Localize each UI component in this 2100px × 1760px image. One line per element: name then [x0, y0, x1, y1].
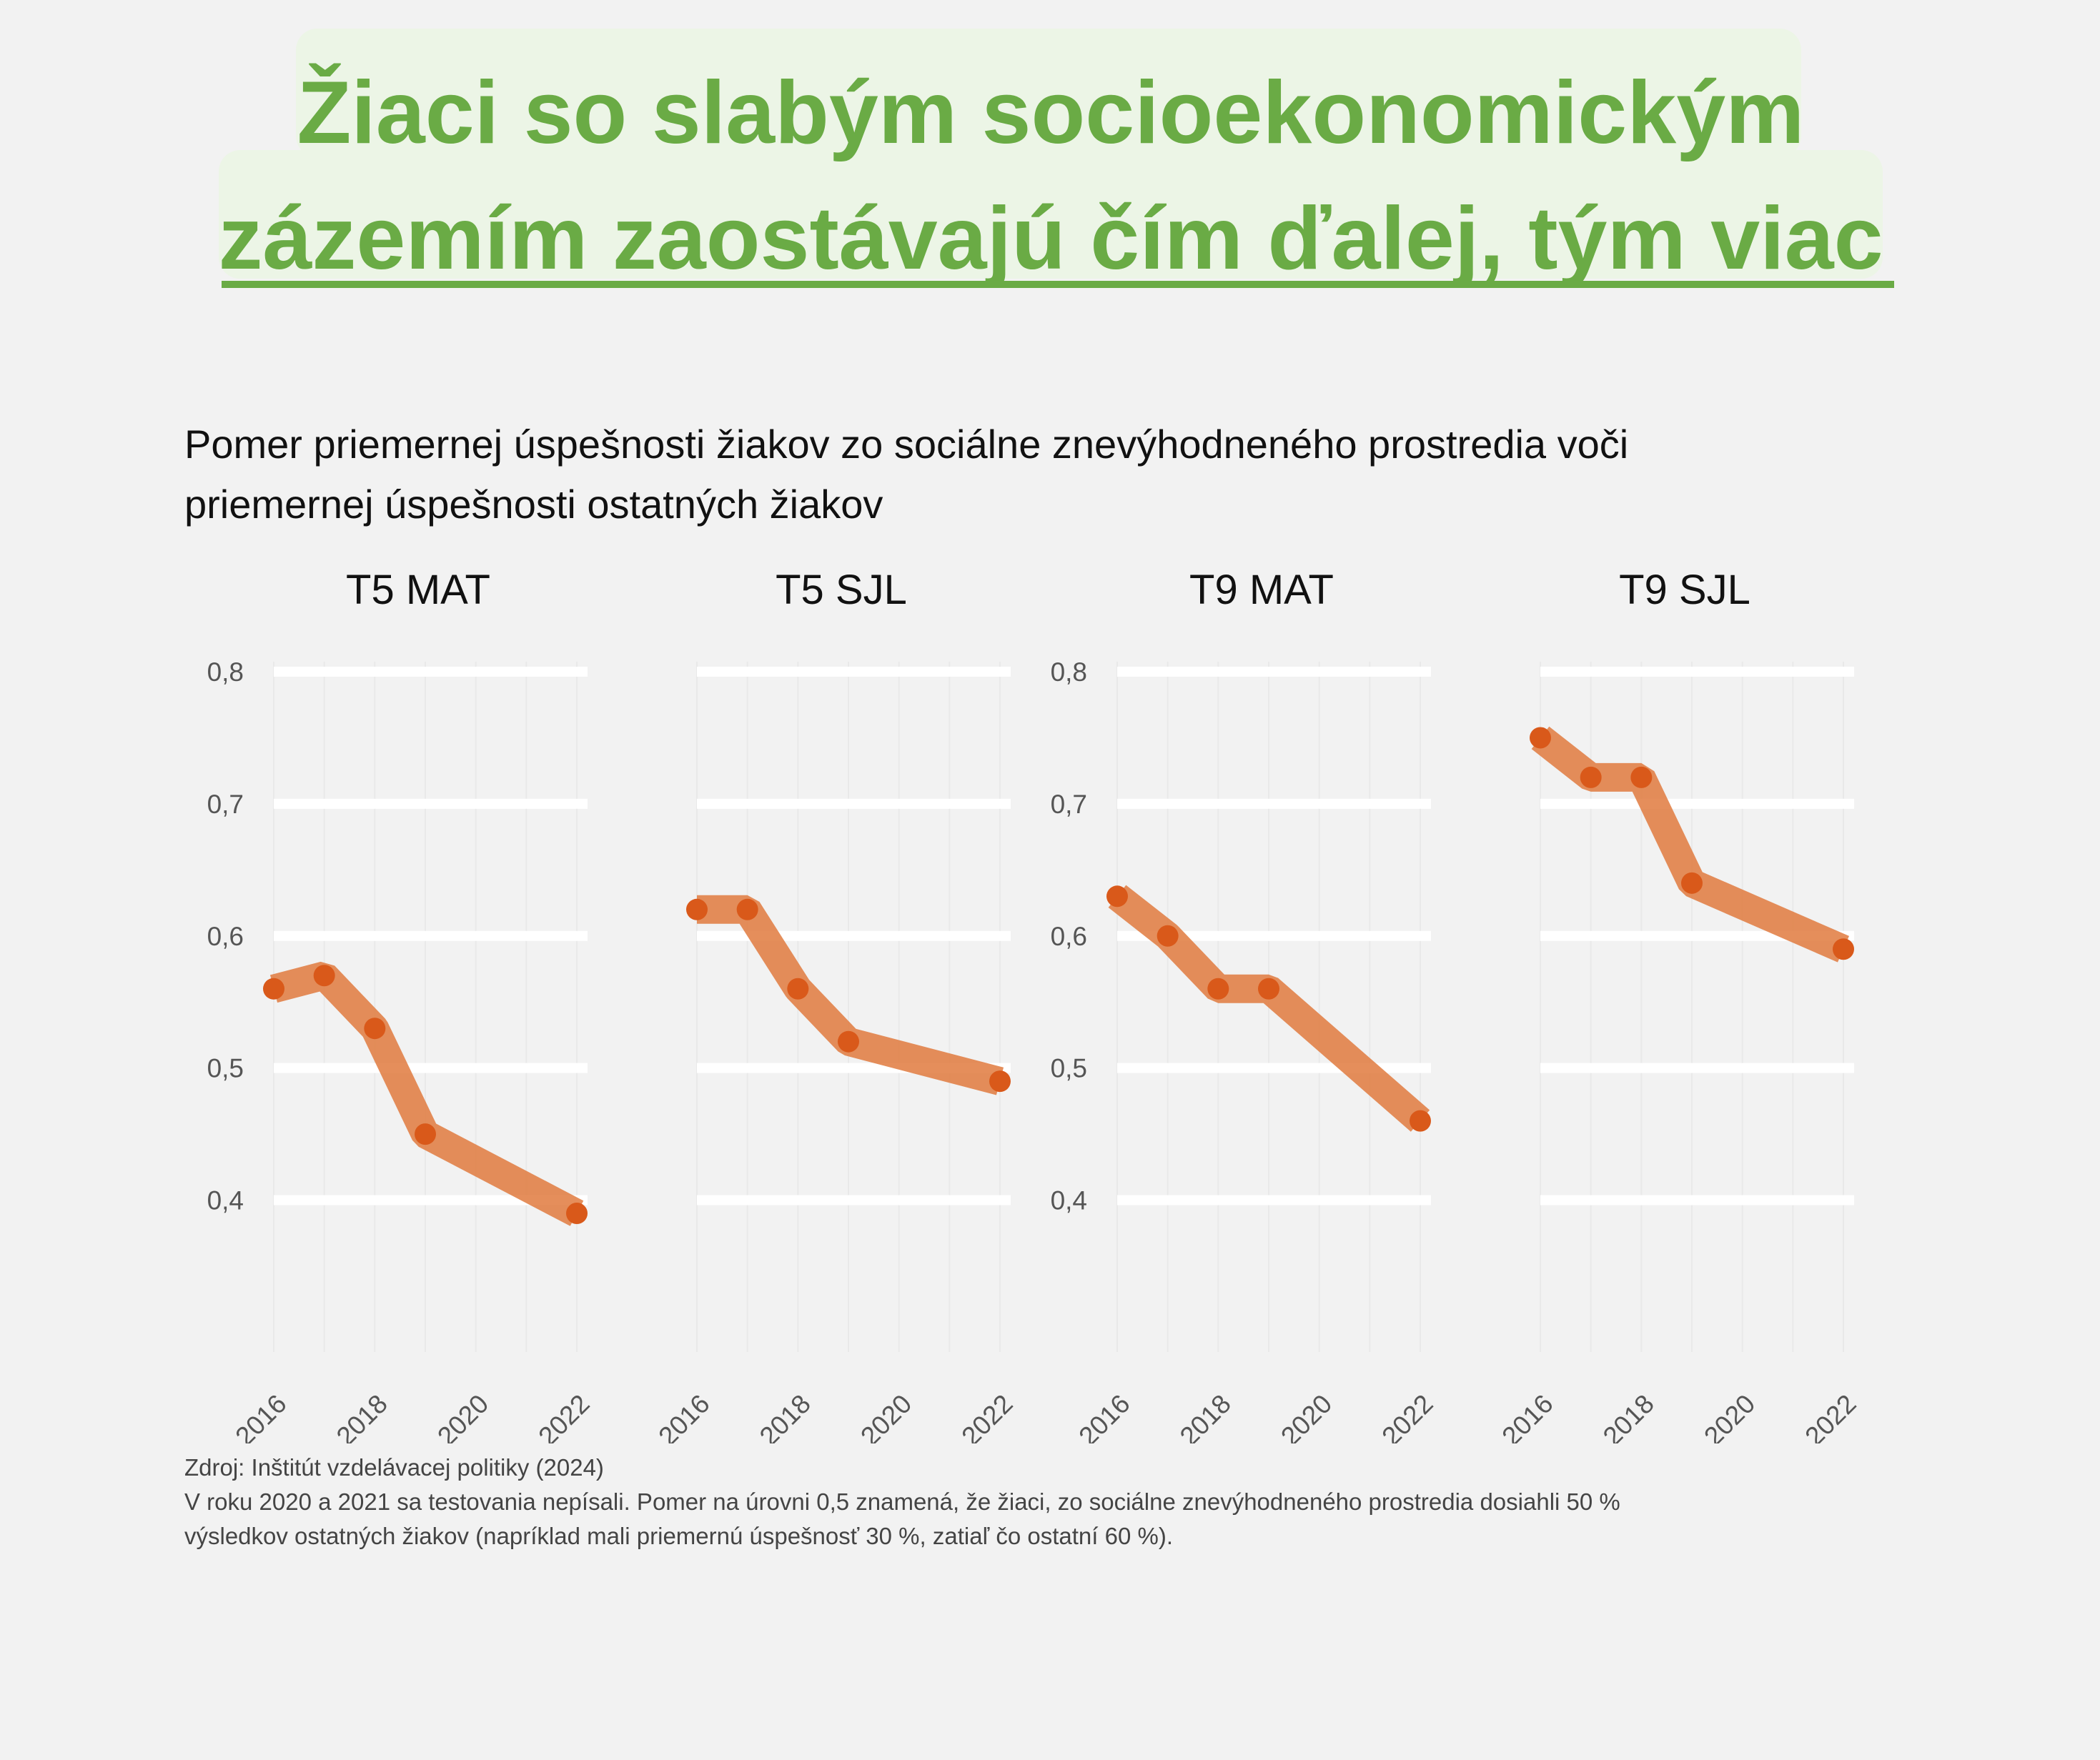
x-tick-label: 2018: [331, 1389, 393, 1443]
explanation-line-1: V roku 2020 a 2021 sa testovania nepísal…: [184, 1488, 1620, 1515]
x-tick-label: 2016: [1496, 1389, 1558, 1443]
data-point: [1580, 766, 1602, 788]
panel-title: T5 MAT: [346, 567, 490, 613]
y-tick-label: 0,8: [207, 657, 244, 687]
x-tick-label: 2020: [1275, 1389, 1337, 1443]
title-highlight-top: [296, 29, 1801, 157]
title-banner: Žiaci so slabým socioekonomickým zázemím…: [214, 29, 1894, 288]
y-tick-label: 0,6: [1051, 922, 1087, 951]
data-point: [313, 965, 335, 987]
x-tick-label: 2022: [956, 1389, 1018, 1443]
panel-title: T9 SJL: [1619, 567, 1750, 613]
source-note: Zdroj: Inštitút vzdelávacej politiky (20…: [184, 1454, 604, 1481]
footnote: Zdroj: Inštitút vzdelávacej politiky (20…: [184, 1451, 1971, 1553]
panel-title: T9 MAT: [1189, 567, 1334, 613]
x-tick-label: 2016: [653, 1389, 715, 1443]
data-point: [736, 898, 758, 920]
data-point: [415, 1123, 436, 1145]
data-point: [263, 978, 284, 1000]
data-point: [787, 978, 809, 1000]
y-tick-label: 0,7: [207, 790, 244, 819]
data-point: [686, 898, 708, 920]
title-line-2: zázemím zaostávajú čím ďalej, tým viac: [218, 189, 1883, 288]
y-tick-label: 0,5: [207, 1054, 244, 1083]
x-tick-label: 2018: [1174, 1389, 1237, 1443]
chart-subtitle: Pomer priemernej úspešnosti žiakov zo so…: [184, 414, 1900, 535]
title-highlight-bottom: [219, 150, 1883, 279]
y-tick-label: 0,4: [207, 1186, 244, 1215]
data-point: [566, 1203, 588, 1225]
panel-t5-mat: T5 MAT 0,4 0,5 0,6 0,7 0,8 2016 2018 2020 2022: [207, 567, 595, 1443]
panel-t5-sjl: T5 SJL 2016 2018 2020 2022: [653, 567, 1018, 1443]
x-tick-label: 2022: [533, 1389, 595, 1443]
x-tick-label: 2016: [229, 1389, 292, 1443]
data-point: [1530, 727, 1551, 749]
panel-title: T5 SJL: [776, 567, 907, 613]
y-tick-label: 0,7: [1051, 790, 1087, 819]
data-point: [1207, 978, 1229, 1000]
x-tick-label: 2022: [1376, 1389, 1438, 1443]
data-point: [838, 1030, 859, 1053]
panel-t9-sjl: T9 SJL 2016 2018 2020 2022: [1496, 567, 1861, 1443]
data-point: [364, 1018, 386, 1040]
panel-t9-mat: T9 MAT 0,4 0,5 0,6 0,7 0,8 2016 2018 2020 2022: [1051, 567, 1439, 1443]
data-point: [1630, 766, 1653, 788]
x-tick-label: 2020: [432, 1389, 494, 1443]
x-tick-label: 2022: [1799, 1389, 1861, 1443]
subtitle-line-1: Pomer priemernej úspešnosti žiakov zo so…: [184, 422, 1629, 467]
page-title: Žiaci so slabým socioekonomickým zázemím…: [214, 50, 1887, 302]
data-point: [1106, 885, 1128, 908]
x-tick-label: 2020: [1698, 1389, 1760, 1443]
x-tick-label: 2018: [754, 1389, 816, 1443]
x-tick-label: 2018: [1598, 1389, 1660, 1443]
x-tick-label: 2020: [855, 1389, 917, 1443]
subtitle-line-2: priemernej úspešnosti ostatných žiakov: [184, 482, 883, 527]
y-tick-label: 0,6: [207, 922, 244, 951]
explanation-line-2: výsledkov ostatných žiakov (napríklad ma…: [184, 1523, 1173, 1549]
data-point: [989, 1070, 1011, 1093]
data-point: [1833, 938, 1854, 960]
y-tick-label: 0,5: [1051, 1054, 1087, 1083]
x-tick-label: 2016: [1073, 1389, 1135, 1443]
data-point: [1258, 978, 1279, 1000]
data-point: [1157, 925, 1179, 947]
title-line-1: Žiaci so slabým socioekonomickým: [297, 64, 1805, 162]
y-tick-label: 0,4: [1051, 1186, 1087, 1215]
title-underline: [222, 281, 1894, 288]
y-tick-label: 0,8: [1051, 657, 1087, 687]
data-point: [1410, 1110, 1431, 1132]
data-point: [1681, 872, 1703, 894]
